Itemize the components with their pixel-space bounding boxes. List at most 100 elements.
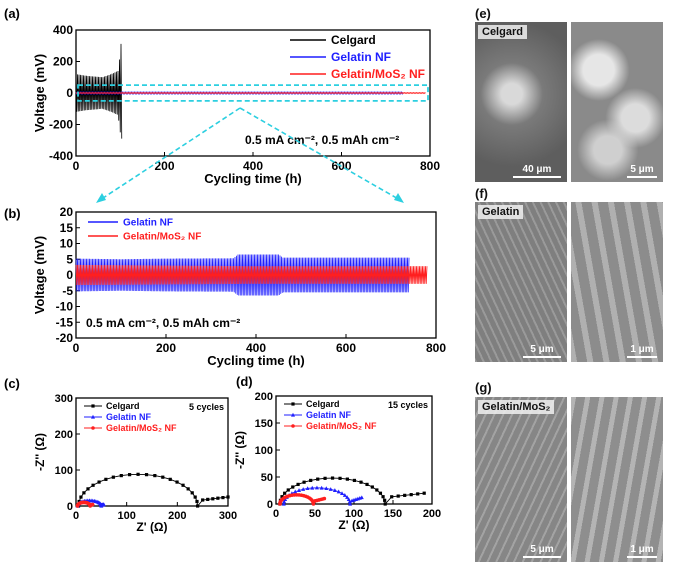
data-point-d-1-13 xyxy=(324,486,329,491)
legend-label-d-2: Gelatin/MoS₂ NF xyxy=(306,421,377,431)
y-tick-label-a: 400 xyxy=(53,23,73,37)
data-point-d-0-12 xyxy=(338,476,342,480)
zoom-connector-left xyxy=(99,107,241,201)
y-tick-label-b: 15 xyxy=(60,221,74,235)
legend-label-a-2: Gelatin/MoS₂ NF xyxy=(331,67,425,81)
data-point-d-1-1 xyxy=(282,499,287,504)
x-tick-label-a: 400 xyxy=(243,159,263,173)
x-tick-label-d: 0 xyxy=(273,508,279,520)
sem-tag-gelatin: Gelatin xyxy=(478,205,524,219)
data-point-c-2-legend xyxy=(91,426,95,430)
data-point-d-0-16 xyxy=(365,482,369,487)
annotation-d: 15 cycles xyxy=(388,400,428,410)
scale-bar-e-right: 5 μm xyxy=(627,164,657,178)
data-point-c-0-10 xyxy=(127,473,132,477)
x-tick-label-b: 600 xyxy=(336,341,356,355)
data-point-d-2-legend xyxy=(291,424,295,428)
y-axis-label-d: -Z'' (Ω) xyxy=(233,431,247,469)
zoom-arrowhead-right xyxy=(394,193,404,203)
zoom-connector-right xyxy=(239,107,401,201)
data-point-c-0-3 xyxy=(82,491,86,495)
data-point-c-0-14 xyxy=(161,475,165,479)
data-point-d-0-4 xyxy=(286,488,290,492)
data-point-d-0-17 xyxy=(370,485,374,489)
series-line-c-0 xyxy=(78,473,229,508)
y-tick-label-d: 200 xyxy=(255,391,273,403)
data-point-c-0-17 xyxy=(181,483,185,487)
sem-image-gelatin-low: Gelatin 5 μm xyxy=(475,202,567,362)
scale-bar-g-right: 1 μm xyxy=(627,544,657,558)
data-point-d-2-28 xyxy=(322,496,327,501)
data-point-d-0-18 xyxy=(375,488,379,492)
panel-label-g: (g) xyxy=(475,380,492,395)
plot-frame-c xyxy=(75,397,229,507)
data-point-d-0-28 xyxy=(422,491,426,495)
data-point-d-1-28 xyxy=(359,495,364,500)
sem-image-celgard-low: Celgard 40 μm xyxy=(475,22,567,182)
data-point-d-1-16 xyxy=(336,489,341,494)
data-point-d-1-19 xyxy=(345,495,350,499)
data-point-d-0-7 xyxy=(302,480,306,484)
data-point-d-0-21 xyxy=(383,498,387,502)
x-tick-label-d: 150 xyxy=(384,508,402,520)
data-point-c-0-27 xyxy=(221,496,225,500)
data-point-d-0-14 xyxy=(352,478,357,483)
legend-label-b-1: Gelatin/MoS₂ NF xyxy=(123,232,201,243)
sem-image-gelatin-high: 1 μm xyxy=(571,202,663,362)
data-point-d-1-18 xyxy=(342,493,347,497)
x-tick-label-c: 300 xyxy=(219,510,237,522)
y-tick-label-a: -200 xyxy=(49,118,73,132)
y-tick-label-b: -15 xyxy=(56,315,74,329)
data-point-c-0-19 xyxy=(190,491,194,495)
x-tick-label-b: 800 xyxy=(426,341,446,355)
y-tick-label-d: 150 xyxy=(255,418,273,430)
legend-label-c-0: Celgard xyxy=(106,401,140,411)
data-point-c-1-28 xyxy=(101,502,106,507)
legend-label-a-1: Gelatin NF xyxy=(331,50,391,64)
x-tick-label-a: 200 xyxy=(154,159,174,173)
y-tick-label-b: -5 xyxy=(62,284,73,298)
data-point-d-0-20 xyxy=(381,495,385,499)
y-tick-label-c: 100 xyxy=(55,465,73,477)
data-point-c-0-5 xyxy=(91,483,95,487)
data-point-d-0-26 xyxy=(409,493,413,497)
series-line-b-1 xyxy=(75,264,428,286)
sem-tag-gelatin-mos2: Gelatin/MoS₂ xyxy=(478,400,555,414)
x-tick-label-c: 0 xyxy=(73,510,79,522)
data-point-d-1-7 xyxy=(297,488,302,492)
sem-image-gelatin-mos2-low: Gelatin/MoS₂ 5 μm xyxy=(475,397,567,562)
data-point-c-0-8 xyxy=(111,475,115,479)
data-point-d-0-13 xyxy=(345,477,349,481)
data-point-d-1-8 xyxy=(301,487,306,491)
scale-bar-g-left: 5 μm xyxy=(523,544,561,558)
data-point-c-0-15 xyxy=(168,477,172,481)
x-tick-label-b: 0 xyxy=(73,341,80,355)
series-line-b-0 xyxy=(75,254,410,296)
data-point-d-2-22 xyxy=(311,502,316,506)
plot-frame-d xyxy=(275,395,433,505)
x-tick-label-d: 50 xyxy=(309,508,321,520)
sem-tag-celgard: Celgard xyxy=(478,25,527,39)
x-axis-label-d: Z' (Ω) xyxy=(338,518,369,532)
zoom-arrowhead-left xyxy=(96,193,106,203)
data-point-d-1-12 xyxy=(319,485,324,490)
panel-label-e: (e) xyxy=(475,6,491,21)
data-point-c-0-7 xyxy=(104,477,108,481)
scale-bar-f-right: 1 μm xyxy=(627,344,657,358)
data-point-c-1-legend xyxy=(91,414,95,419)
data-point-d-0-5 xyxy=(291,485,295,489)
annotation-b: 0.5 mA cm⁻², 0.5 mAh cm⁻² xyxy=(86,316,240,330)
data-point-d-0-3 xyxy=(283,491,287,495)
data-point-d-1-11 xyxy=(314,485,319,490)
sem-image-gelatin-mos2-high: 1 μm xyxy=(571,397,663,562)
scale-bar-e-left: 40 μm xyxy=(513,164,561,178)
legend-label-c-2: Gelatin/MoS₂ NF xyxy=(106,423,177,433)
data-point-c-0-11 xyxy=(136,472,140,476)
legend-label-a-0: Celgard xyxy=(331,33,376,47)
sem-image-celgard-high: 5 μm xyxy=(571,22,663,182)
data-point-c-0-22 xyxy=(196,504,200,508)
data-point-d-0-10 xyxy=(323,476,327,480)
data-point-c-0-6 xyxy=(97,480,101,484)
x-axis-label-b: Cycling time (h) xyxy=(207,353,305,368)
